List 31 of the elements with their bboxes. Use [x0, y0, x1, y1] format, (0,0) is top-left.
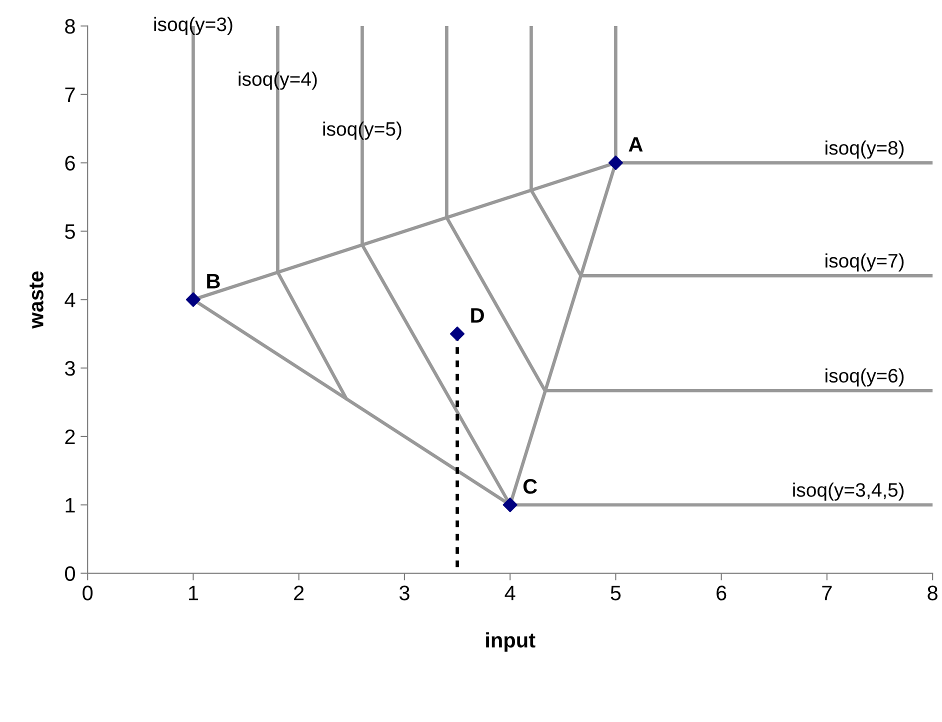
annotation: B: [207, 274, 220, 288]
x-tick-label: 0: [82, 586, 93, 600]
annotation: A: [628, 137, 643, 152]
annotation: isoq(y=3,4,5): [793, 482, 904, 501]
x-tick-label: 1: [189, 586, 198, 600]
x-tick-label: 3: [399, 586, 410, 600]
x-tick-label: 2: [294, 586, 304, 600]
y-tick-label: 3: [65, 361, 75, 376]
y-tick-label: 4: [64, 292, 76, 308]
annotation: isoq(y=6): [826, 368, 904, 386]
y-tick-label: 1: [66, 498, 75, 512]
y-axis-title: waste: [30, 271, 44, 329]
x-tick-label: 5: [610, 586, 621, 600]
y-tick-label: 2: [65, 429, 75, 444]
x-tick-label: 7: [822, 586, 832, 600]
annotation: D: [471, 308, 484, 323]
y-tick-label: 7: [65, 88, 75, 102]
x-axis-title: input: [486, 632, 536, 652]
x-tick-label: 8: [928, 586, 938, 600]
y-tick-label: 8: [65, 18, 75, 34]
y-tick-label: 5: [65, 224, 75, 239]
annotation: isoq(y=3): [154, 16, 232, 36]
x-tick-label: 4: [504, 586, 516, 600]
annotation: isoq(y=7): [826, 253, 904, 272]
y-tick-label: 6: [65, 156, 75, 171]
annotation: isoq(y=5): [323, 122, 402, 140]
annotation: isoq(y=8): [826, 140, 904, 159]
x-tick-label: 6: [716, 586, 726, 600]
annotation: C: [523, 479, 538, 494]
y-tick-label: 0: [65, 566, 75, 582]
annotation: isoq(y=4): [238, 72, 317, 90]
